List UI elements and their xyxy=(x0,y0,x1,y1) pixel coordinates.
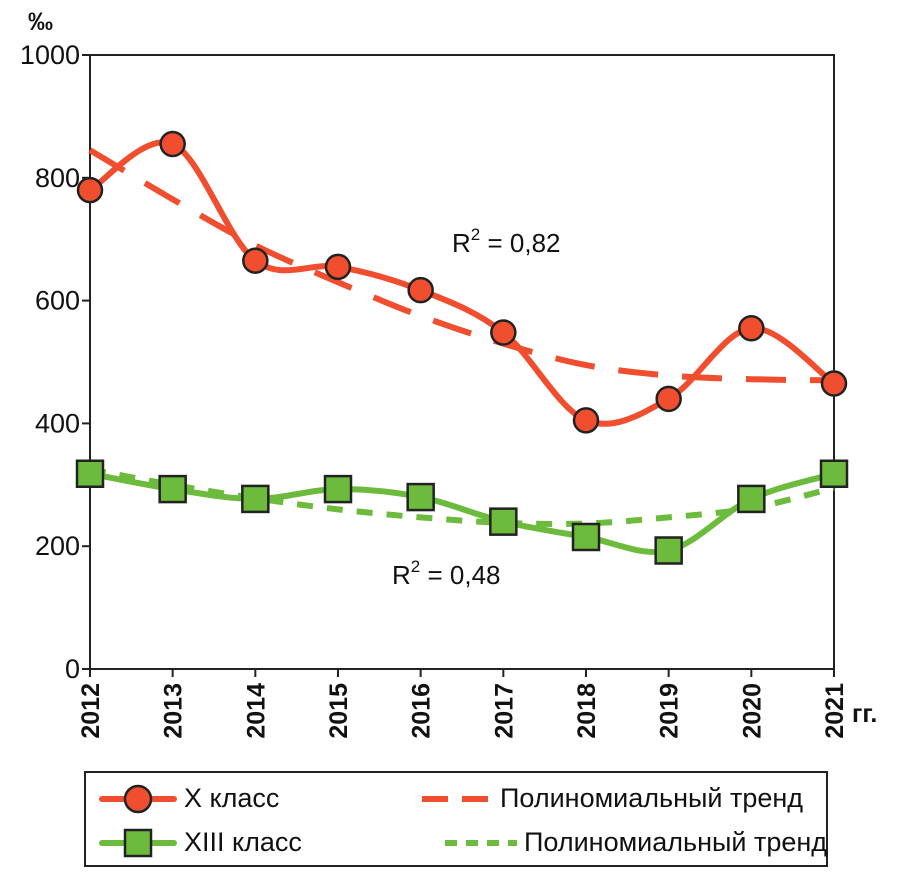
data-point-x-class xyxy=(655,385,682,413)
y-tick-label: 1000 xyxy=(20,40,80,70)
y-tick-label: 800 xyxy=(35,163,80,193)
data-point-xiii-class xyxy=(406,482,435,512)
chart: ‰ гг. 0 200 400 600 800 1000 2012 2013 2014 2015… xyxy=(20,8,877,739)
series-line-x-class xyxy=(88,139,836,427)
trend-line-x-class xyxy=(88,147,835,384)
x-axis: 2012 2013 2014 2015 2016 2017 2018 2019 2020 2021 xyxy=(77,669,849,739)
x-tick-label: 2017 xyxy=(490,683,518,739)
y-tick-label: 0 xyxy=(65,654,80,684)
data-point-x-class xyxy=(76,176,104,204)
legend-row-2: XIII класс Полиномиальный тренд xyxy=(86,821,828,865)
y-tick-label: 400 xyxy=(35,408,80,438)
series-layer xyxy=(75,130,849,565)
y-tick-label: 200 xyxy=(35,531,80,561)
x-tick-label: 2019 xyxy=(656,683,684,739)
data-point-x-class xyxy=(572,407,600,434)
trend-line-xiii-class xyxy=(89,466,835,527)
legend-label-xiii-class: XIII класс xyxy=(184,827,302,857)
x-tick-label: 2013 xyxy=(160,683,188,739)
data-point-xiii-class xyxy=(819,459,849,488)
data-point-xiii-class xyxy=(323,474,353,504)
data-point-x-class xyxy=(820,370,848,397)
legend-marker-xiii-class xyxy=(99,828,177,858)
legend-label-x-class: X класс xyxy=(184,783,280,813)
data-point-x-class xyxy=(490,319,517,346)
data-point-x-class xyxy=(738,314,765,342)
x-tick-label: 2018 xyxy=(573,683,601,739)
legend-marker-xiii-trend xyxy=(445,840,517,846)
data-point-xiii-class xyxy=(654,536,683,565)
data-point-x-class xyxy=(159,130,186,158)
y-tick-label: 600 xyxy=(35,286,80,316)
legend-marker-x-class xyxy=(99,784,177,814)
x-tick-label: 2020 xyxy=(738,683,766,739)
data-point-x-class xyxy=(242,247,269,274)
data-point-xiii-class xyxy=(158,474,187,504)
r2-annotation-x-class: R2 = 0,82 xyxy=(452,225,560,258)
legend: X класс Полиномиальный тренд XIII класс … xyxy=(84,771,828,867)
x-tick-label: 2016 xyxy=(408,683,436,739)
legend-label-xiii-trend: Полиномиальный тренд xyxy=(524,827,828,857)
r2-annotation-xiii-class: R2 = 0,48 xyxy=(392,557,500,590)
annotation-layer: R2 = 0,82 R2 = 0,48 xyxy=(392,225,560,590)
data-point-x-class xyxy=(324,253,352,281)
data-point-xiii-class xyxy=(489,507,518,536)
legend-marker-x-trend xyxy=(422,796,494,802)
y-unit-label: ‰ xyxy=(28,8,53,36)
x-tick-label: 2012 xyxy=(77,683,105,739)
data-point-xiii-class xyxy=(737,484,766,514)
x-tick-label: 2021 xyxy=(821,683,849,739)
data-point-xiii-class xyxy=(241,484,270,514)
x-tick-label: 2014 xyxy=(242,683,270,739)
data-point-x-class xyxy=(407,276,434,304)
legend-row-1: X класс Полиномиальный тренд xyxy=(86,777,826,821)
y-axis: 0 200 400 600 800 1000 xyxy=(20,40,90,684)
data-point-xiii-class xyxy=(571,522,601,552)
data-point-xiii-class xyxy=(75,459,105,488)
legend-label-x-trend: Полиномиальный тренд xyxy=(500,783,804,813)
x-tick-label: 2015 xyxy=(325,683,353,739)
series-line-xiii-class xyxy=(89,470,835,555)
x-unit-label: гг. xyxy=(852,700,877,728)
